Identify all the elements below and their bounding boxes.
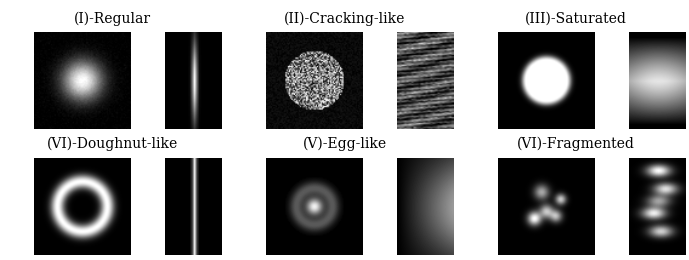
Text: (VI)-Doughnut-like: (VI)-Doughnut-like [47,137,178,152]
Text: (I)-Regular: (I)-Regular [74,11,152,26]
Text: (III)-Saturated: (III)-Saturated [525,12,627,26]
Text: (V)-Egg-like: (V)-Egg-like [302,137,387,152]
Text: (VI)-Fragmented: (VI)-Fragmented [517,137,635,152]
Text: (II)-Cracking-like: (II)-Cracking-like [284,11,405,26]
